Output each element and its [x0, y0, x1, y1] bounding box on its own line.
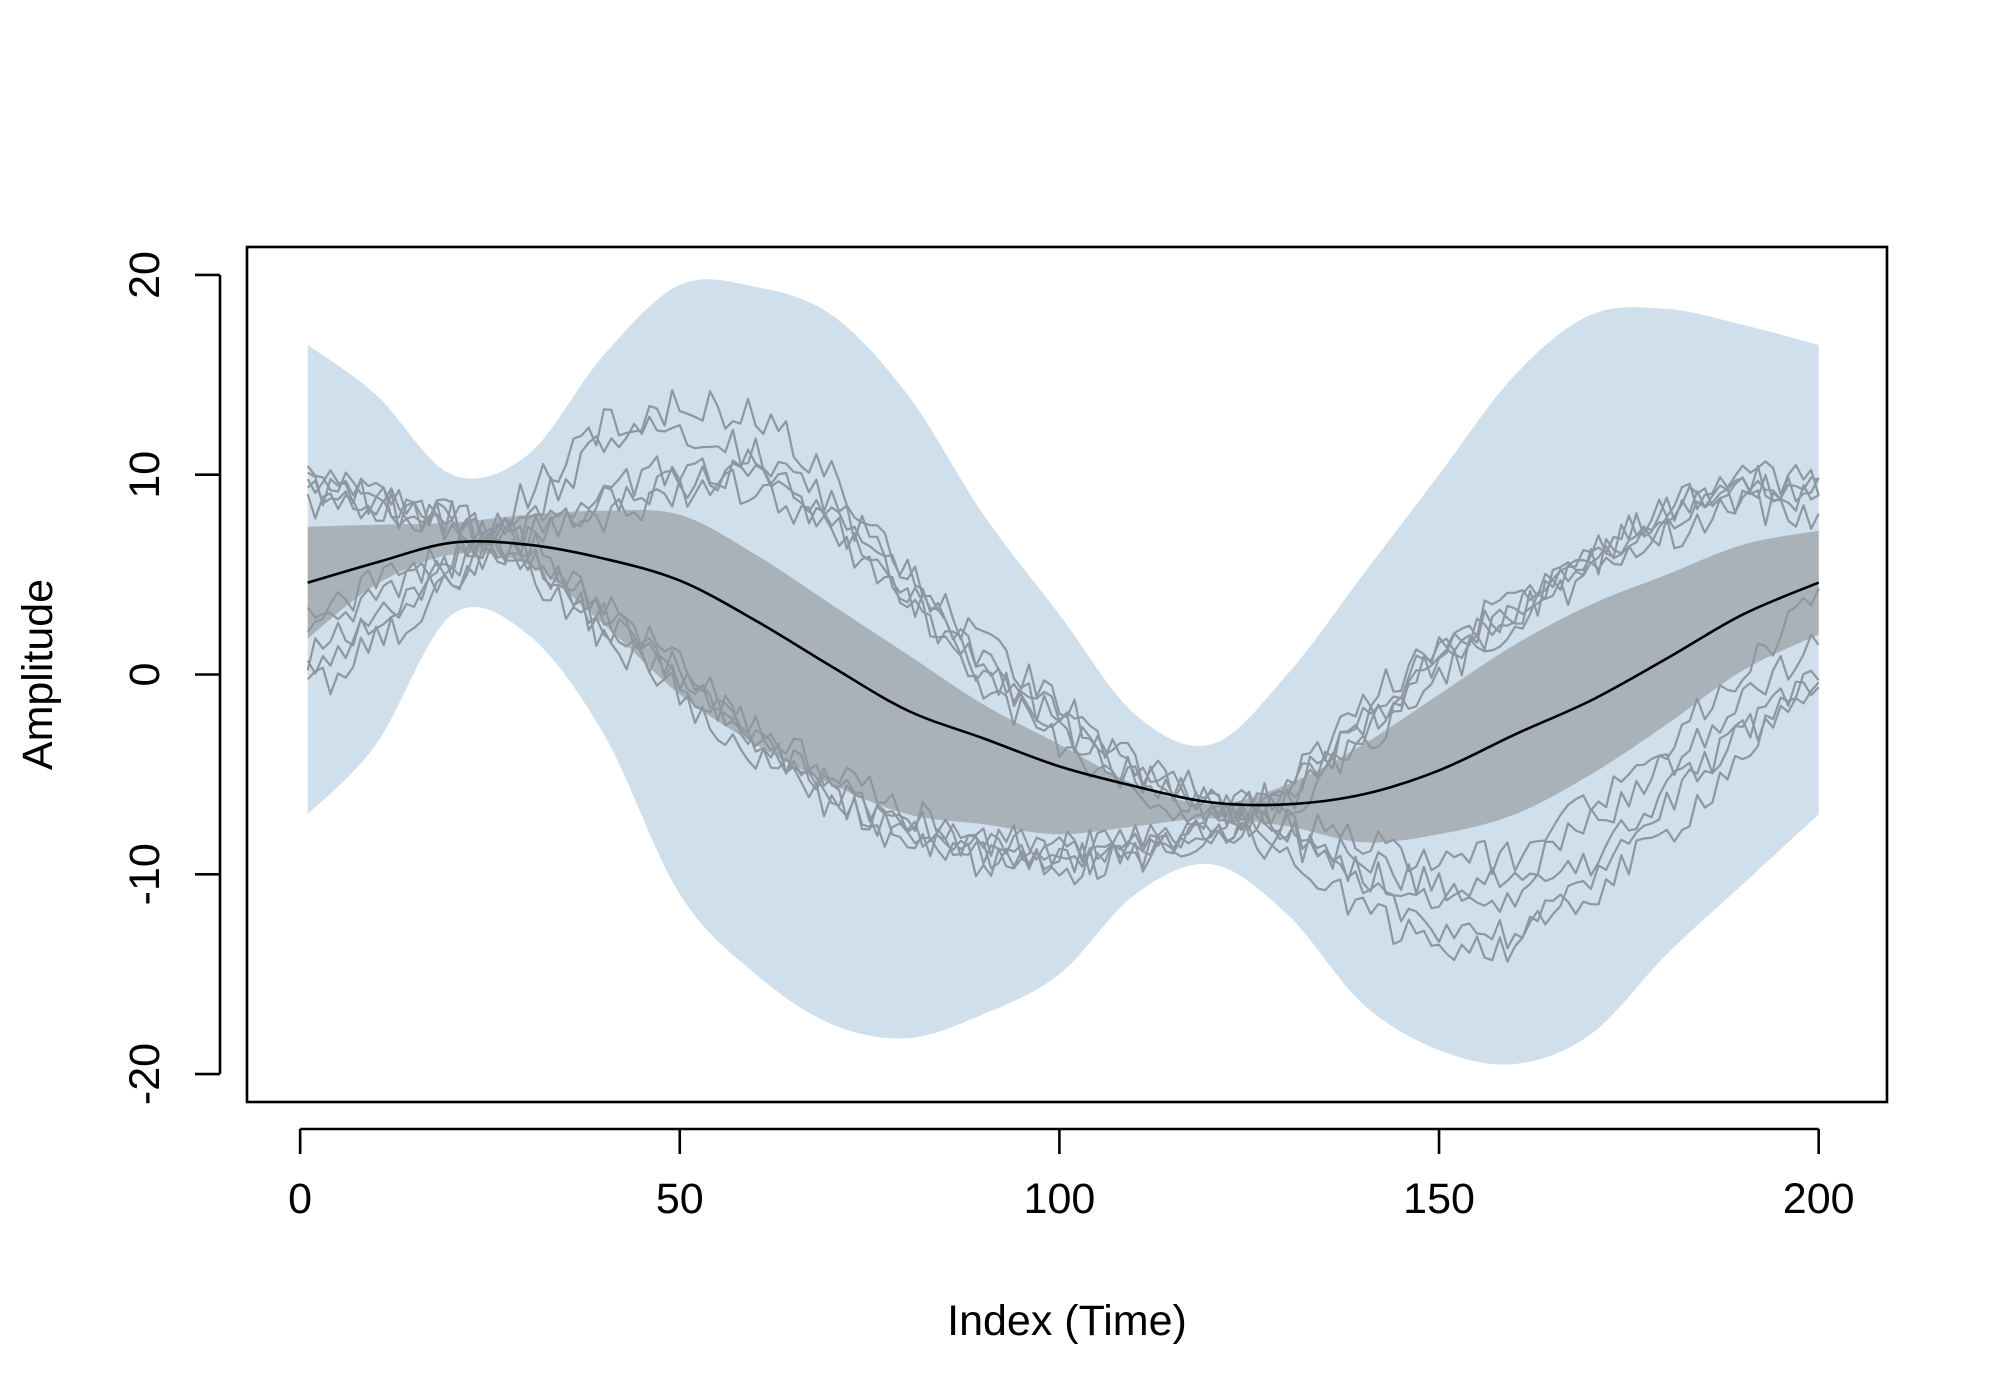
- x-tick-label: 200: [1783, 1175, 1855, 1223]
- inner-band: [307, 509, 1819, 843]
- y-tick-label: 20: [121, 251, 169, 299]
- sample-line: [306, 389, 1820, 950]
- plot-area: [306, 279, 1820, 1065]
- plot-frame: [245, 245, 1889, 1104]
- y-axis-title: Amplitude: [14, 579, 62, 770]
- sample-line: [306, 415, 1820, 963]
- x-axis-title: Index (Time): [947, 1297, 1187, 1345]
- mean-line: [307, 539, 1820, 807]
- x-tick-label: 0: [288, 1175, 312, 1223]
- sample-line: [306, 489, 1820, 878]
- x-tick-label: 50: [656, 1175, 704, 1223]
- x-tick-label: 150: [1403, 1175, 1475, 1223]
- sample-line: [307, 464, 1820, 886]
- sample-line: [306, 468, 1820, 876]
- y-tick-label: 0: [121, 663, 169, 687]
- y-tick-label: 10: [121, 451, 169, 499]
- y-axis: -20 -10 0 10 20: [121, 251, 222, 1105]
- x-axis: 0 50 100 150 200: [288, 1127, 1855, 1223]
- x-tick-label: 100: [1024, 1175, 1096, 1223]
- outer-band: [307, 279, 1819, 1065]
- y-tick-label: -10: [121, 843, 169, 905]
- y-tick-label: -20: [121, 1043, 169, 1105]
- sample-line: [306, 469, 1820, 863]
